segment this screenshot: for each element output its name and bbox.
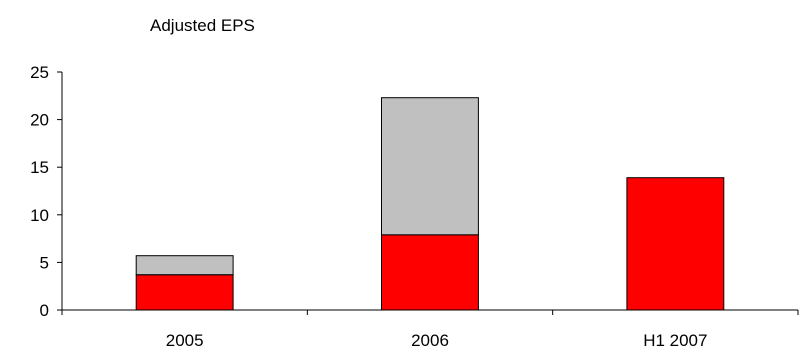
plot-area: 0 5 10 15 20 25 2005 2006 H1 2007 xyxy=(30,63,799,350)
y-tick-label-5: 5 xyxy=(40,253,49,272)
bar-2006-series-1 xyxy=(381,234,479,311)
x-tick-label-2005: 2005 xyxy=(166,331,204,350)
chart-title: Adjusted EPS xyxy=(150,16,255,35)
bar-h1-2007-series-1 xyxy=(626,177,725,311)
y-tick-label-20: 20 xyxy=(30,111,49,130)
y-tick-label-10: 10 xyxy=(30,206,49,225)
bar-2005-series-1 xyxy=(135,274,234,311)
y-tick-label-25: 25 xyxy=(30,63,49,82)
bar-2006-series-2 xyxy=(381,97,479,236)
y-tick-label-15: 15 xyxy=(30,158,49,177)
x-tick-label-2006: 2006 xyxy=(411,331,449,350)
y-tick-label-0: 0 xyxy=(40,301,49,320)
bar-2005-series-2 xyxy=(135,255,234,276)
x-tick-label-h1-2007: H1 2007 xyxy=(643,331,707,350)
